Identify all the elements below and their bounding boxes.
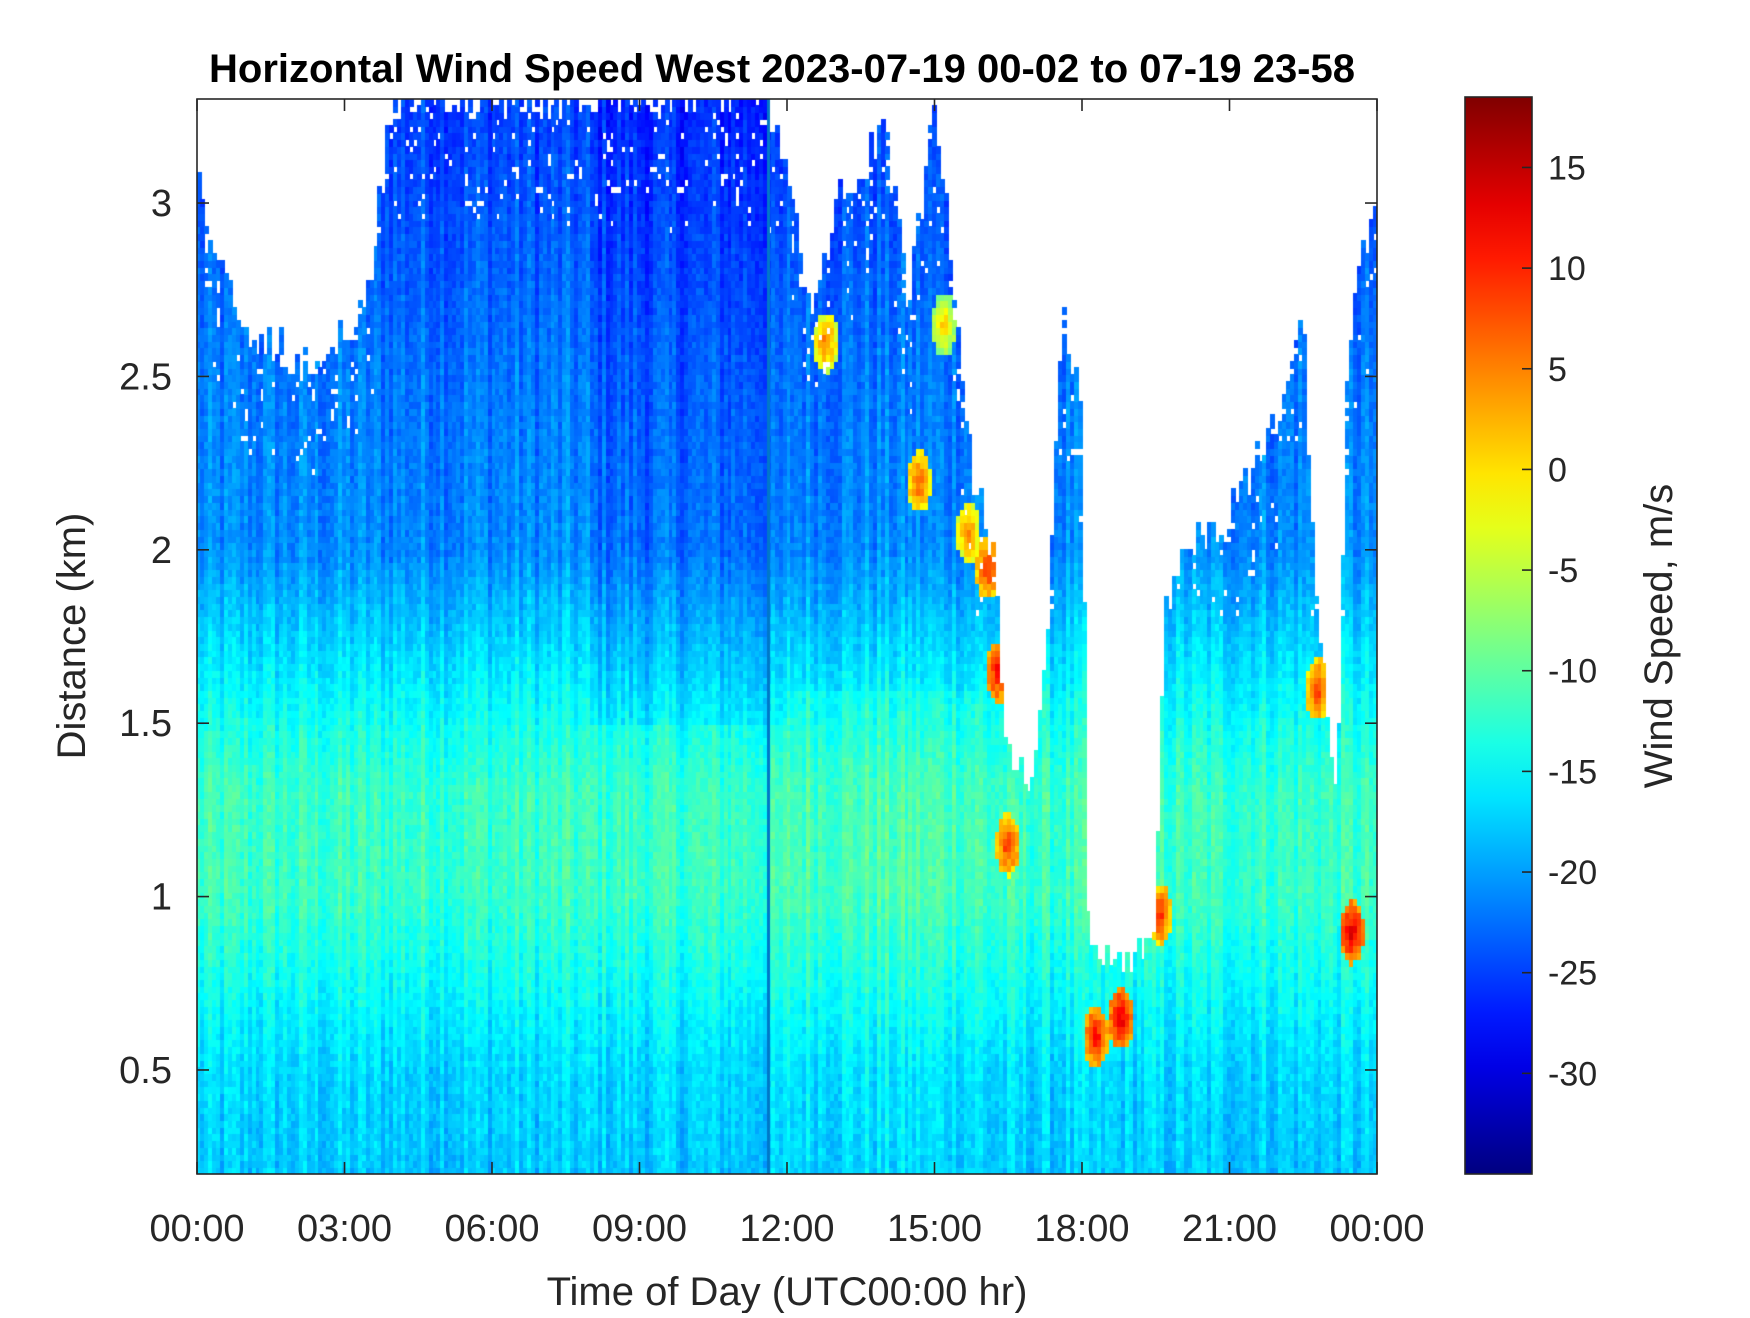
y-axis-label: Distance (km) bbox=[50, 513, 94, 760]
x-tick-label: 00:00 bbox=[149, 1208, 244, 1250]
colorbar-tick-label: -30 bbox=[1548, 1055, 1597, 1093]
heatmap-image-container bbox=[197, 99, 1377, 1174]
colorbar-tick-label: 15 bbox=[1548, 149, 1586, 187]
x-tick-label: 09:00 bbox=[592, 1208, 687, 1250]
x-tick-label: 00:00 bbox=[1329, 1208, 1424, 1250]
y-tick-label: 2 bbox=[151, 530, 172, 572]
colorbar-tick-label: -20 bbox=[1548, 854, 1597, 892]
wind-speed-heatmap bbox=[197, 99, 1377, 1174]
colorbar-frame bbox=[1464, 96, 1533, 1175]
colorbar-label: Wind Speed, m/s bbox=[1637, 484, 1681, 789]
x-axis-label: Time of Day (UTC00:00 hr) bbox=[547, 1270, 1028, 1313]
y-tick-label: 3 bbox=[151, 183, 172, 225]
x-tick-label: 12:00 bbox=[739, 1208, 834, 1250]
y-axis: 0.5 1 1.5 2 2.5 3 bbox=[119, 183, 1377, 1092]
plot-area bbox=[196, 98, 1378, 1175]
x-tick-label: 18:00 bbox=[1034, 1208, 1129, 1250]
colorbar-tick-label: 5 bbox=[1548, 351, 1567, 389]
colorbar-tick-label: -10 bbox=[1548, 653, 1597, 691]
colorbar-scale bbox=[1465, 97, 1532, 1174]
y-tick-label: 2.5 bbox=[119, 356, 172, 398]
x-tick-label: 06:00 bbox=[444, 1208, 539, 1250]
chart-title: Horizontal Wind Speed West 2023-07-19 00… bbox=[209, 47, 1355, 91]
colorbar: 15 10 5 0 -5 -10 -15 -20 -25 -30 bbox=[1464, 96, 1597, 1175]
colorbar-tick-label: -15 bbox=[1548, 753, 1597, 791]
x-tick-label: 03:00 bbox=[297, 1208, 392, 1250]
colorbar-tick-label: -5 bbox=[1548, 552, 1578, 590]
colorbar-tick-label: 0 bbox=[1548, 451, 1567, 489]
y-tick-label: 0.5 bbox=[119, 1050, 172, 1092]
x-tick-label: 21:00 bbox=[1182, 1208, 1277, 1250]
x-axis: 00:00 03:00 06:00 09:00 12:00 15:00 18:00 21:00… bbox=[149, 99, 1425, 1250]
y-tick-label: 1 bbox=[151, 877, 172, 919]
x-tick-label: 15:00 bbox=[887, 1208, 982, 1250]
colorbar-ticks: 15 10 5 0 -5 -10 -15 -20 -25 -30 bbox=[1522, 149, 1597, 1093]
colorbar-tick-label: -25 bbox=[1548, 955, 1597, 993]
colorbar-tick-label: 10 bbox=[1548, 250, 1586, 288]
y-tick-label: 1.5 bbox=[119, 703, 172, 745]
